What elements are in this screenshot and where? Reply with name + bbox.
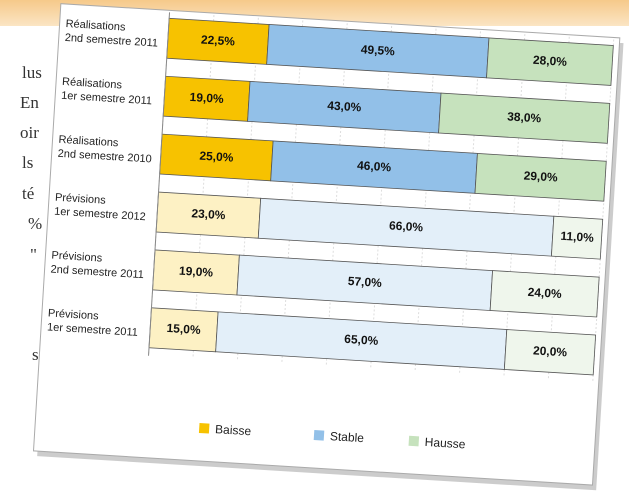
- bar-segment: [489, 270, 600, 318]
- value-label: 29,0%: [523, 168, 558, 184]
- category-label: Réalisations: [65, 18, 126, 34]
- value-label: 19,0%: [189, 90, 224, 106]
- category-label: 2nd semestre 2011: [50, 263, 144, 281]
- background-word: ": [30, 245, 37, 264]
- bar-segment: [486, 37, 614, 86]
- background-word: En: [20, 93, 39, 112]
- value-label: 38,0%: [507, 109, 542, 125]
- bar-segment: [474, 152, 607, 202]
- grid-line: [414, 28, 437, 373]
- legend-label: Hausse: [424, 435, 466, 451]
- category-label: Prévisions: [48, 307, 100, 322]
- grid-line: [592, 39, 615, 383]
- value-label: 15,0%: [166, 321, 201, 337]
- background-word: té: [22, 184, 34, 203]
- legend-label: Baisse: [215, 422, 252, 438]
- grid-line: [236, 17, 259, 362]
- category-label: Réalisations: [62, 76, 123, 92]
- value-label: 43,0%: [327, 98, 362, 114]
- background-word: ls: [22, 153, 33, 172]
- value-label: 65,0%: [344, 332, 379, 348]
- value-label: 20,0%: [533, 343, 568, 359]
- category-label: 2nd semestre 2011: [64, 32, 158, 50]
- value-label: 57,0%: [347, 274, 382, 290]
- legend-swatch: [408, 435, 420, 447]
- grid-line: [325, 23, 348, 367]
- category-label: 2nd semestre 2010: [57, 148, 152, 166]
- value-label: 28,0%: [533, 53, 568, 69]
- bar-segment: [503, 329, 597, 376]
- legend-swatch: [313, 429, 325, 441]
- category-label: 1er semestre 2011: [47, 321, 138, 339]
- grid-line: [370, 25, 393, 370]
- legend-label: Stable: [330, 429, 365, 445]
- background-word: lus: [22, 63, 42, 82]
- value-label: 22,5%: [201, 33, 236, 49]
- grid-line: [503, 34, 526, 378]
- background-word: s: [32, 345, 39, 364]
- category-label: 1er semestre 2012: [54, 206, 146, 224]
- value-label: 23,0%: [191, 206, 226, 222]
- category-label: Prévisions: [51, 250, 103, 265]
- value-label: 19,0%: [179, 264, 214, 280]
- value-label: 11,0%: [560, 229, 594, 245]
- category-label: 1er semestre 2011: [61, 90, 152, 108]
- value-label: 66,0%: [389, 218, 424, 234]
- bar-segment: [438, 92, 611, 144]
- grid-line: [458, 31, 481, 375]
- grid-line: [281, 20, 304, 364]
- background-text: lus En oir ls té% " s: [20, 63, 42, 364]
- value-label: 49,5%: [360, 42, 395, 58]
- value-label: 25,0%: [199, 149, 234, 165]
- grid-line: [192, 15, 215, 359]
- background-word: %: [28, 214, 42, 233]
- axis-line: [148, 12, 171, 356]
- category-label: Prévisions: [55, 192, 107, 207]
- bar-segment: [550, 215, 604, 260]
- background-word: oir: [20, 123, 39, 142]
- legend-swatch: [198, 422, 210, 434]
- value-label: 46,0%: [357, 158, 392, 174]
- grid-line: [547, 36, 570, 381]
- value-label: 24,0%: [527, 285, 562, 301]
- category-label: Réalisations: [58, 134, 119, 150]
